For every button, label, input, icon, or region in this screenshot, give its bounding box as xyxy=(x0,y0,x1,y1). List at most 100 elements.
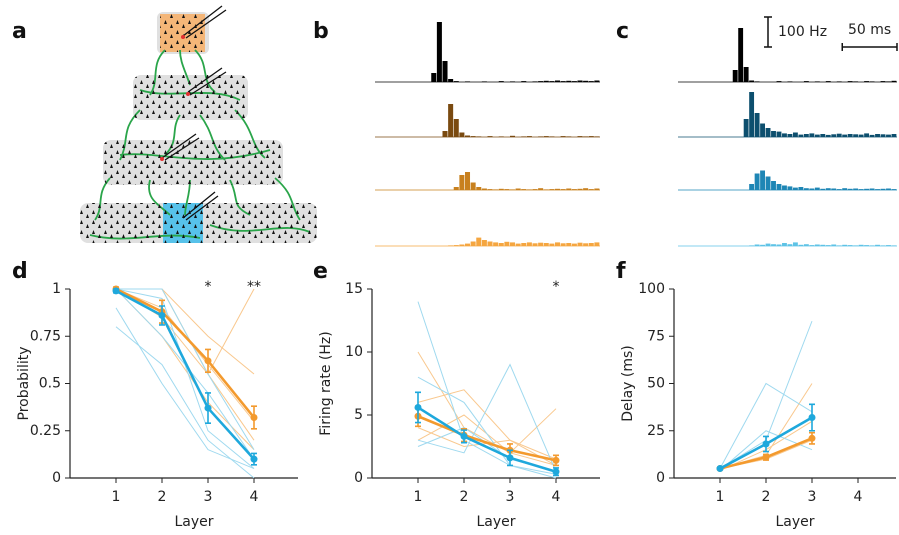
histogram-bar xyxy=(543,136,549,137)
histogram-bar xyxy=(459,175,465,190)
x-tick-label: 3 xyxy=(506,489,515,505)
histogram-bar xyxy=(465,81,471,82)
network-diagram xyxy=(80,5,317,243)
histogram-bar xyxy=(798,187,804,190)
histogram-bar xyxy=(760,170,765,190)
trial-line xyxy=(116,288,255,450)
histogram-bar xyxy=(886,245,891,246)
x-tick-label: 2 xyxy=(762,489,771,505)
histogram-bar xyxy=(749,80,755,82)
histogram-bar xyxy=(825,188,831,190)
histogram-bar xyxy=(526,136,532,137)
y-tick-label: 1 xyxy=(52,281,61,297)
histogram-bar xyxy=(847,188,853,190)
histogram-bar xyxy=(809,188,815,190)
histogram-bar xyxy=(891,80,897,82)
histogram-bar xyxy=(526,242,532,246)
x-tick-label: 4 xyxy=(250,489,259,505)
mean-point xyxy=(112,287,120,295)
histogram-bar xyxy=(532,189,538,190)
histogram-bar xyxy=(594,136,600,137)
panel-label: c xyxy=(616,19,629,44)
histogram-bar xyxy=(493,242,499,246)
y-tick-label: 0 xyxy=(52,470,61,486)
mean-point xyxy=(460,432,468,440)
histogram-bar xyxy=(476,136,482,137)
histogram-bar xyxy=(594,242,600,246)
histogram-bar xyxy=(588,243,594,246)
histogram-bar xyxy=(442,61,448,82)
histogram-bar xyxy=(532,243,538,246)
histogram-bar xyxy=(749,92,755,137)
histogram-bar xyxy=(436,22,442,82)
histogram-bar xyxy=(549,189,555,190)
histogram-bar xyxy=(560,136,566,137)
histogram-bar xyxy=(875,189,880,190)
histogram-bar xyxy=(538,188,544,190)
histogram-bar xyxy=(853,245,859,246)
histogram-bar xyxy=(566,80,572,82)
histogram-bar xyxy=(875,134,880,137)
mean-point xyxy=(762,453,770,461)
histogram-bar xyxy=(549,81,555,82)
y-tick-label: 15 xyxy=(345,281,363,297)
histogram-bar xyxy=(504,189,510,190)
histogram-bar xyxy=(521,81,527,82)
mean-point xyxy=(204,404,212,412)
histogram-bar xyxy=(510,189,516,190)
histogram-bar xyxy=(754,81,760,82)
mean-point xyxy=(808,434,816,442)
histogram-bar xyxy=(510,135,516,137)
mean-point xyxy=(506,454,514,462)
histogram-bar xyxy=(814,134,820,137)
histogram-bar xyxy=(732,70,738,82)
histogram-bar xyxy=(555,242,561,246)
histogram-bar xyxy=(886,188,891,190)
histogram-bar xyxy=(476,187,482,190)
histogram-bar xyxy=(588,189,594,190)
histogram-bar xyxy=(453,245,459,246)
histogram-bar xyxy=(853,81,859,82)
scale-bar xyxy=(841,43,898,51)
histogram-bar xyxy=(588,81,594,82)
histogram-bar xyxy=(776,244,782,246)
histogram-bar xyxy=(820,244,826,246)
histogram-bar xyxy=(814,81,820,82)
histogram-bar xyxy=(842,188,848,190)
histogram-bar xyxy=(853,134,859,137)
x-tick-label: 1 xyxy=(716,489,725,505)
histogram-bar xyxy=(792,242,798,246)
histogram-bar xyxy=(776,131,782,137)
histogram-bar xyxy=(831,188,837,190)
histogram-bar xyxy=(543,189,549,190)
mean-line xyxy=(115,289,255,460)
histogram-bar xyxy=(880,245,886,246)
histogram-bar xyxy=(754,173,760,190)
histogram-bar xyxy=(864,245,870,246)
mean-point xyxy=(250,414,258,422)
histogram-bar xyxy=(470,136,476,137)
histogram-bar xyxy=(510,242,516,246)
histogram-bar xyxy=(738,28,744,82)
x-tick-label: 2 xyxy=(460,489,469,505)
histogram-bar xyxy=(521,189,527,190)
histogram-bar xyxy=(583,136,589,137)
histogram-bar xyxy=(555,80,561,82)
histogram-bar xyxy=(787,244,793,246)
x-tick-label: 3 xyxy=(204,489,213,505)
histogram-bar xyxy=(487,189,493,190)
histogram-bar xyxy=(858,134,864,137)
y-tick-label: 0.5 xyxy=(39,376,61,392)
histogram-bar xyxy=(749,184,755,190)
histogram-bar xyxy=(847,245,853,246)
histogram-bar xyxy=(886,81,891,82)
histogram-bar xyxy=(864,188,870,190)
trial-line xyxy=(417,389,557,466)
histogram-bar xyxy=(771,244,776,246)
histogram-bar xyxy=(515,188,521,190)
histogram-bar xyxy=(760,123,765,137)
histogram-bar xyxy=(594,80,600,82)
y-tick-label: 100 xyxy=(638,281,665,297)
histogram-bar xyxy=(858,244,864,246)
